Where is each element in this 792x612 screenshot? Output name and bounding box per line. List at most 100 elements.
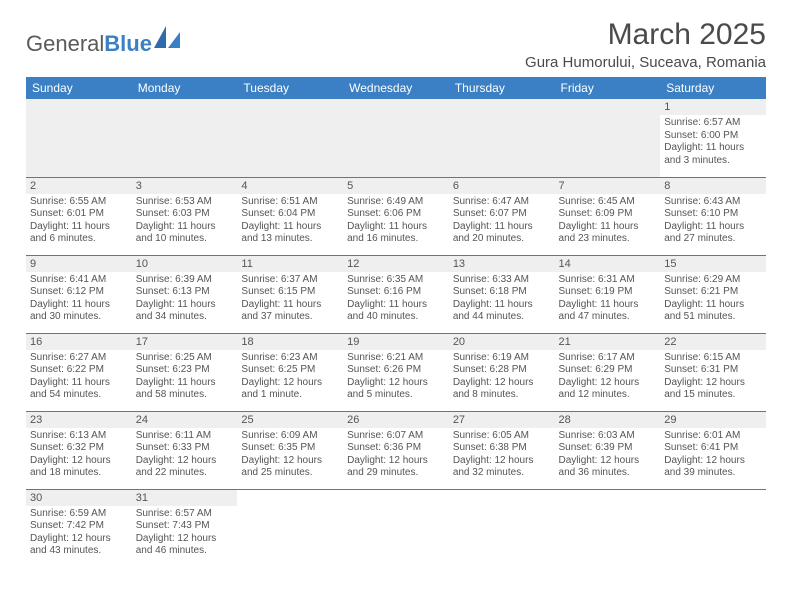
day-number: 29 <box>660 412 766 428</box>
calendar-cell: 10Sunrise: 6:39 AMSunset: 6:13 PMDayligh… <box>132 255 238 333</box>
sunrise-text: Sunrise: 6:15 AM <box>664 352 762 365</box>
day-body: Sunrise: 6:27 AMSunset: 6:22 PMDaylight:… <box>26 350 132 406</box>
day-number: 24 <box>132 412 238 428</box>
sunset-text: Sunset: 6:29 PM <box>559 364 657 377</box>
calendar-page: GeneralBlue March 2025 Gura Humorului, S… <box>0 0 792 577</box>
sunset-text: Sunset: 6:35 PM <box>241 442 339 455</box>
sunset-text: Sunset: 6:38 PM <box>453 442 551 455</box>
calendar-cell: 13Sunrise: 6:33 AMSunset: 6:18 PMDayligh… <box>449 255 555 333</box>
calendar-cell <box>660 489 766 567</box>
calendar-cell: 14Sunrise: 6:31 AMSunset: 6:19 PMDayligh… <box>555 255 661 333</box>
sunset-text: Sunset: 7:42 PM <box>30 520 128 533</box>
day-number: 31 <box>132 490 238 506</box>
daylight-text: Daylight: 12 hours and 43 minutes. <box>30 533 128 558</box>
day-number: 1 <box>660 99 766 115</box>
sunset-text: Sunset: 6:36 PM <box>347 442 445 455</box>
calendar-cell: 17Sunrise: 6:25 AMSunset: 6:23 PMDayligh… <box>132 333 238 411</box>
sunset-text: Sunset: 6:25 PM <box>241 364 339 377</box>
sunrise-text: Sunrise: 6:53 AM <box>136 196 234 209</box>
day-number: 22 <box>660 334 766 350</box>
sunrise-text: Sunrise: 6:03 AM <box>559 430 657 443</box>
day-body: Sunrise: 6:19 AMSunset: 6:28 PMDaylight:… <box>449 350 555 406</box>
sunset-text: Sunset: 6:10 PM <box>664 208 762 221</box>
calendar-table: SundayMondayTuesdayWednesdayThursdayFrid… <box>26 77 766 567</box>
calendar-cell: 26Sunrise: 6:07 AMSunset: 6:36 PMDayligh… <box>343 411 449 489</box>
daylight-text: Daylight: 11 hours and 6 minutes. <box>30 221 128 246</box>
calendar-cell: 30Sunrise: 6:59 AMSunset: 7:42 PMDayligh… <box>26 489 132 567</box>
day-number: 14 <box>555 256 661 272</box>
daylight-text: Daylight: 12 hours and 39 minutes. <box>664 455 762 480</box>
calendar-cell <box>449 99 555 177</box>
sunset-text: Sunset: 6:07 PM <box>453 208 551 221</box>
sunrise-text: Sunrise: 6:01 AM <box>664 430 762 443</box>
sunrise-text: Sunrise: 6:07 AM <box>347 430 445 443</box>
calendar-cell: 29Sunrise: 6:01 AMSunset: 6:41 PMDayligh… <box>660 411 766 489</box>
daylight-text: Daylight: 12 hours and 18 minutes. <box>30 455 128 480</box>
day-number: 2 <box>26 178 132 194</box>
sunrise-text: Sunrise: 6:43 AM <box>664 196 762 209</box>
calendar-cell: 7Sunrise: 6:45 AMSunset: 6:09 PMDaylight… <box>555 177 661 255</box>
calendar-row: 9Sunrise: 6:41 AMSunset: 6:12 PMDaylight… <box>26 255 766 333</box>
calendar-row: 2Sunrise: 6:55 AMSunset: 6:01 PMDaylight… <box>26 177 766 255</box>
calendar-cell <box>26 99 132 177</box>
day-body: Sunrise: 6:13 AMSunset: 6:32 PMDaylight:… <box>26 428 132 484</box>
day-number: 25 <box>237 412 343 428</box>
calendar-row: 23Sunrise: 6:13 AMSunset: 6:32 PMDayligh… <box>26 411 766 489</box>
calendar-header-row: SundayMondayTuesdayWednesdayThursdayFrid… <box>26 77 766 99</box>
sunrise-text: Sunrise: 6:51 AM <box>241 196 339 209</box>
sunset-text: Sunset: 6:28 PM <box>453 364 551 377</box>
calendar-cell: 8Sunrise: 6:43 AMSunset: 6:10 PMDaylight… <box>660 177 766 255</box>
day-body: Sunrise: 6:17 AMSunset: 6:29 PMDaylight:… <box>555 350 661 406</box>
sunset-text: Sunset: 6:16 PM <box>347 286 445 299</box>
daylight-text: Daylight: 11 hours and 40 minutes. <box>347 299 445 324</box>
daylight-text: Daylight: 11 hours and 44 minutes. <box>453 299 551 324</box>
weekday-header: Thursday <box>449 77 555 99</box>
sunrise-text: Sunrise: 6:33 AM <box>453 274 551 287</box>
sunset-text: Sunset: 6:03 PM <box>136 208 234 221</box>
calendar-cell <box>555 489 661 567</box>
calendar-cell <box>343 99 449 177</box>
day-body: Sunrise: 6:01 AMSunset: 6:41 PMDaylight:… <box>660 428 766 484</box>
day-number: 13 <box>449 256 555 272</box>
calendar-cell: 6Sunrise: 6:47 AMSunset: 6:07 PMDaylight… <box>449 177 555 255</box>
calendar-body: 1Sunrise: 6:57 AMSunset: 6:00 PMDaylight… <box>26 99 766 567</box>
title-block: March 2025 Gura Humorului, Suceava, Roma… <box>525 18 766 71</box>
day-body: Sunrise: 6:09 AMSunset: 6:35 PMDaylight:… <box>237 428 343 484</box>
day-number: 21 <box>555 334 661 350</box>
daylight-text: Daylight: 12 hours and 29 minutes. <box>347 455 445 480</box>
daylight-text: Daylight: 11 hours and 16 minutes. <box>347 221 445 246</box>
day-body: Sunrise: 6:55 AMSunset: 6:01 PMDaylight:… <box>26 194 132 250</box>
day-body: Sunrise: 6:57 AMSunset: 7:43 PMDaylight:… <box>132 506 238 562</box>
day-body: Sunrise: 6:07 AMSunset: 6:36 PMDaylight:… <box>343 428 449 484</box>
calendar-cell: 25Sunrise: 6:09 AMSunset: 6:35 PMDayligh… <box>237 411 343 489</box>
sunrise-text: Sunrise: 6:59 AM <box>30 508 128 521</box>
day-body: Sunrise: 6:31 AMSunset: 6:19 PMDaylight:… <box>555 272 661 328</box>
calendar-row: 1Sunrise: 6:57 AMSunset: 6:00 PMDaylight… <box>26 99 766 177</box>
calendar-cell: 23Sunrise: 6:13 AMSunset: 6:32 PMDayligh… <box>26 411 132 489</box>
calendar-cell: 22Sunrise: 6:15 AMSunset: 6:31 PMDayligh… <box>660 333 766 411</box>
weekday-header: Friday <box>555 77 661 99</box>
calendar-row: 16Sunrise: 6:27 AMSunset: 6:22 PMDayligh… <box>26 333 766 411</box>
day-number: 10 <box>132 256 238 272</box>
daylight-text: Daylight: 12 hours and 25 minutes. <box>241 455 339 480</box>
day-body: Sunrise: 6:47 AMSunset: 6:07 PMDaylight:… <box>449 194 555 250</box>
calendar-cell: 5Sunrise: 6:49 AMSunset: 6:06 PMDaylight… <box>343 177 449 255</box>
day-number: 7 <box>555 178 661 194</box>
day-number: 28 <box>555 412 661 428</box>
location: Gura Humorului, Suceava, Romania <box>525 54 766 71</box>
day-number: 11 <box>237 256 343 272</box>
daylight-text: Daylight: 12 hours and 12 minutes. <box>559 377 657 402</box>
day-number: 15 <box>660 256 766 272</box>
day-number: 17 <box>132 334 238 350</box>
calendar-cell: 16Sunrise: 6:27 AMSunset: 6:22 PMDayligh… <box>26 333 132 411</box>
calendar-cell: 12Sunrise: 6:35 AMSunset: 6:16 PMDayligh… <box>343 255 449 333</box>
day-body: Sunrise: 6:23 AMSunset: 6:25 PMDaylight:… <box>237 350 343 406</box>
day-number: 12 <box>343 256 449 272</box>
calendar-cell: 2Sunrise: 6:55 AMSunset: 6:01 PMDaylight… <box>26 177 132 255</box>
daylight-text: Daylight: 11 hours and 30 minutes. <box>30 299 128 324</box>
calendar-cell: 24Sunrise: 6:11 AMSunset: 6:33 PMDayligh… <box>132 411 238 489</box>
day-body: Sunrise: 6:25 AMSunset: 6:23 PMDaylight:… <box>132 350 238 406</box>
sunset-text: Sunset: 6:00 PM <box>664 130 762 143</box>
sail-icon <box>154 26 180 48</box>
sunset-text: Sunset: 6:22 PM <box>30 364 128 377</box>
